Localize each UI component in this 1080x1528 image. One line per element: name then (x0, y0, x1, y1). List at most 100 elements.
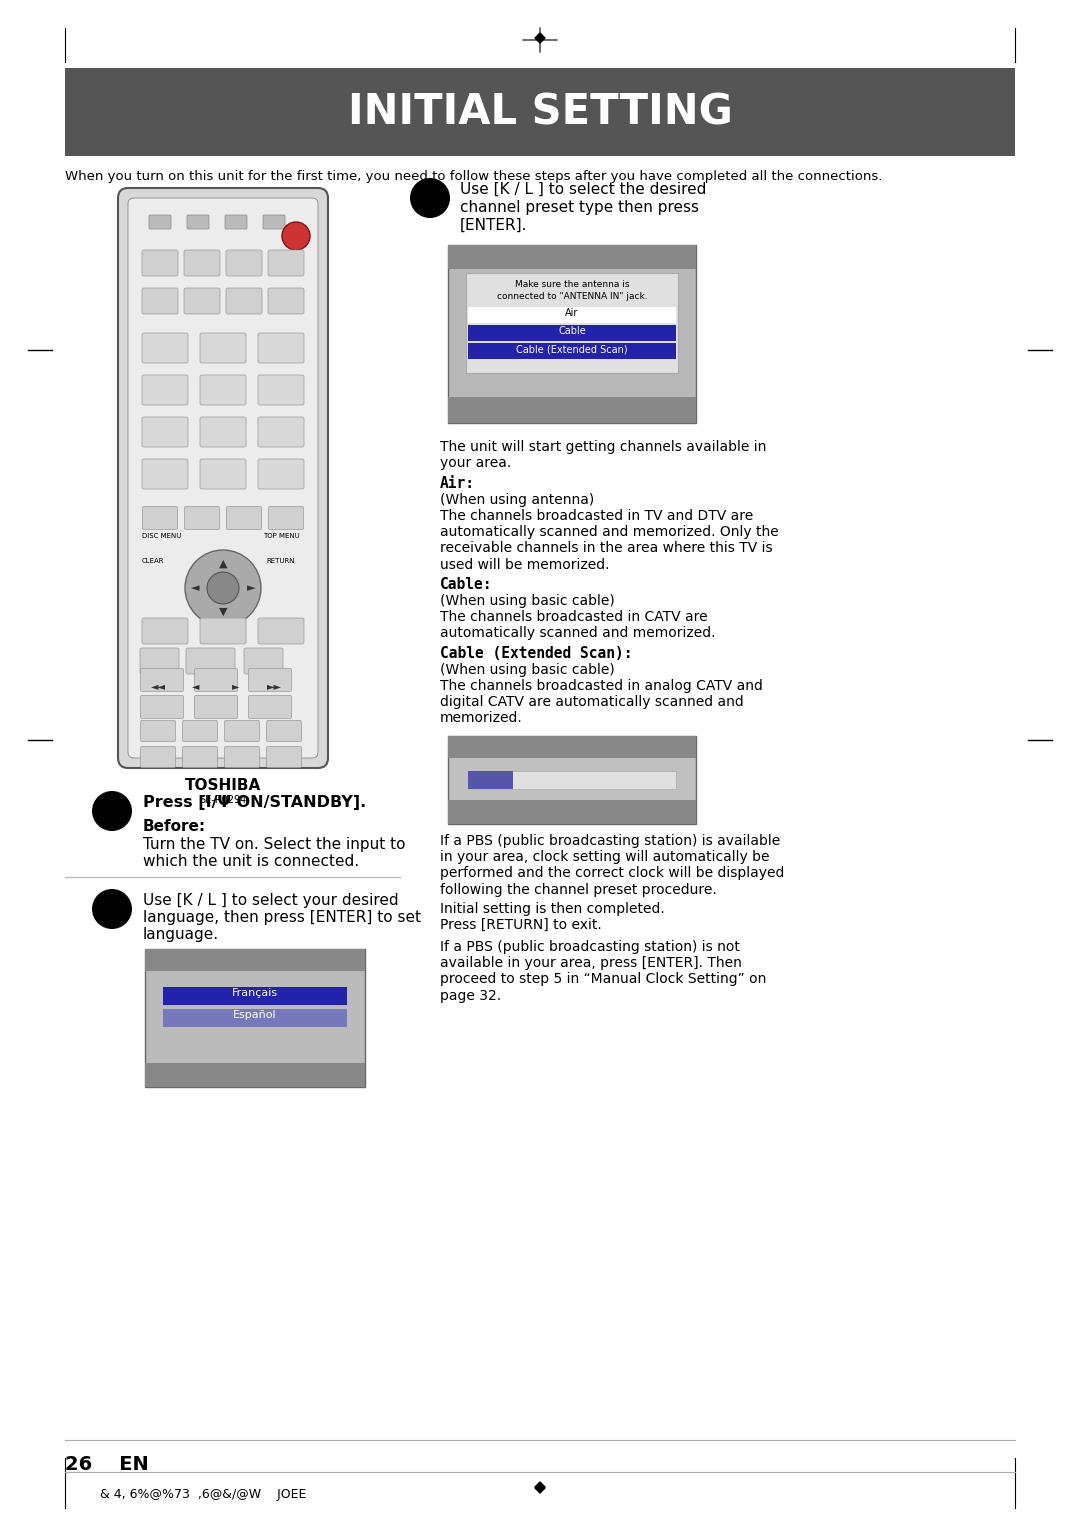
Text: [ENTER].: [ENTER]. (460, 219, 527, 232)
FancyBboxPatch shape (200, 333, 246, 364)
Text: SETUP: SETUP (193, 507, 211, 513)
Text: REC: REC (279, 723, 289, 727)
FancyBboxPatch shape (140, 747, 175, 767)
Text: REC: REC (237, 723, 247, 727)
Text: 2: 2 (102, 891, 122, 920)
FancyBboxPatch shape (145, 1063, 365, 1086)
FancyBboxPatch shape (141, 458, 188, 489)
FancyBboxPatch shape (184, 251, 220, 277)
Text: 2: 2 (218, 336, 228, 348)
Text: When you turn on this unit for the first time, you need to follow these steps af: When you turn on this unit for the first… (65, 170, 882, 183)
Text: 1.3x/EX
PLAY: 1.3x/EX PLAY (213, 620, 233, 631)
FancyBboxPatch shape (258, 374, 303, 405)
Text: The channels broadcasted in analog CATV and
digital CATV are automatically scann: The channels broadcasted in analog CATV … (440, 678, 762, 726)
Text: 26    EN: 26 EN (65, 1455, 149, 1475)
Text: Before:: Before: (143, 819, 206, 834)
FancyBboxPatch shape (448, 397, 696, 423)
FancyBboxPatch shape (140, 648, 179, 674)
Text: PLAY: PLAY (202, 651, 218, 657)
FancyBboxPatch shape (141, 251, 178, 277)
FancyBboxPatch shape (248, 669, 292, 692)
Text: DEF: DEF (275, 347, 286, 351)
Text: 7: 7 (161, 420, 170, 432)
Text: ◄: ◄ (192, 681, 200, 691)
FancyBboxPatch shape (468, 772, 676, 788)
FancyBboxPatch shape (200, 458, 246, 489)
Text: Use [K / L ] to select the desired: Use [K / L ] to select the desired (460, 182, 706, 197)
FancyBboxPatch shape (163, 987, 347, 1005)
Text: AUDIO: AUDIO (278, 507, 295, 513)
Text: language.: language. (143, 927, 219, 941)
Circle shape (282, 222, 310, 251)
Text: ►►: ►► (267, 681, 282, 691)
Text: JKL: JKL (219, 390, 227, 394)
Text: INITIAL SETTING: INITIAL SETTING (348, 92, 732, 133)
FancyBboxPatch shape (185, 506, 219, 530)
Text: & 4, 6%@%73  ,6@&/@W    JOEE: & 4, 6%@%73 ,6@&/@W JOEE (100, 1488, 307, 1500)
Text: The channels broadcasted in TV and DTV are
automatically scanned and memorized. : The channels broadcasted in TV and DTV a… (440, 509, 779, 571)
FancyBboxPatch shape (244, 648, 283, 674)
Text: SE-R0294: SE-R0294 (200, 795, 246, 805)
FancyBboxPatch shape (468, 307, 676, 322)
FancyBboxPatch shape (258, 333, 303, 364)
FancyBboxPatch shape (468, 325, 676, 341)
FancyBboxPatch shape (258, 458, 303, 489)
Text: Español: Español (233, 1010, 276, 1021)
Text: channel preset type then press: channel preset type then press (460, 200, 699, 215)
FancyBboxPatch shape (141, 374, 188, 405)
Text: ABC: ABC (217, 347, 229, 351)
Text: DVD: DVD (262, 697, 278, 703)
FancyBboxPatch shape (143, 506, 177, 530)
Text: Cable (Extended Scan):: Cable (Extended Scan): (440, 646, 633, 662)
Text: MNO: MNO (274, 390, 287, 394)
Text: VCR: VCR (208, 697, 224, 703)
FancyBboxPatch shape (225, 215, 247, 229)
FancyBboxPatch shape (448, 244, 696, 269)
Text: Air: Air (565, 309, 579, 318)
FancyBboxPatch shape (141, 417, 188, 448)
Text: PQRS: PQRS (158, 431, 173, 435)
Text: ▲: ▲ (219, 559, 227, 568)
FancyBboxPatch shape (140, 721, 175, 741)
Text: WXYZ: WXYZ (273, 431, 289, 435)
Circle shape (92, 792, 132, 831)
Text: I/O: I/O (289, 225, 302, 232)
Text: ◄: ◄ (191, 584, 199, 593)
FancyBboxPatch shape (145, 949, 365, 970)
Text: SEARCH: SEARCH (232, 749, 252, 753)
Text: REV: REV (152, 651, 166, 657)
Text: TIMER SET: TIMER SET (187, 749, 213, 753)
Text: DTV/TV: DTV/TV (150, 507, 170, 513)
Text: FWD: FWD (255, 651, 271, 657)
Text: Press [RETURN] to exit.: Press [RETURN] to exit. (440, 918, 602, 932)
Text: 1: 1 (102, 793, 123, 822)
Text: Press [I/Ψ ON/STANDBY].: Press [I/Ψ ON/STANDBY]. (143, 795, 366, 810)
Text: 5: 5 (218, 377, 228, 391)
FancyBboxPatch shape (264, 215, 285, 229)
FancyBboxPatch shape (194, 695, 238, 718)
Text: Cable: Cable (558, 325, 585, 336)
Text: TUV: TUV (217, 431, 229, 435)
Text: Air:: Air: (440, 477, 475, 490)
Text: 6: 6 (276, 377, 285, 391)
FancyBboxPatch shape (141, 617, 188, 643)
FancyBboxPatch shape (258, 417, 303, 448)
Text: ►: ► (246, 584, 255, 593)
Circle shape (207, 571, 239, 604)
FancyBboxPatch shape (186, 648, 235, 674)
Text: INSTANT
SKIP: INSTANT SKIP (153, 620, 176, 631)
Text: The unit will start getting channels available in
your area.: The unit will start getting channels ava… (440, 440, 767, 471)
FancyBboxPatch shape (226, 251, 262, 277)
Text: CH/DD: CH/DD (149, 723, 166, 727)
FancyBboxPatch shape (258, 617, 303, 643)
Text: TIME SLIP: TIME SLIP (269, 620, 294, 625)
FancyBboxPatch shape (183, 721, 217, 741)
Text: Initial setting is then completed.: Initial setting is then completed. (440, 902, 665, 915)
FancyBboxPatch shape (465, 274, 678, 373)
FancyBboxPatch shape (141, 287, 178, 313)
Text: DEF: DEF (239, 292, 249, 296)
Text: CH
^: CH ^ (282, 292, 289, 303)
FancyBboxPatch shape (268, 287, 303, 313)
FancyBboxPatch shape (140, 695, 184, 718)
FancyBboxPatch shape (140, 669, 184, 692)
